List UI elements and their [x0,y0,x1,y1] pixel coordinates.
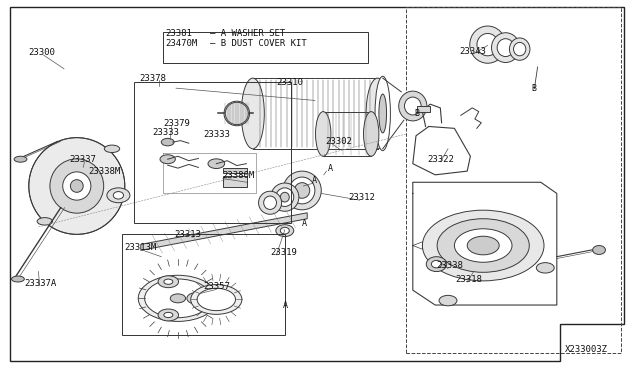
Polygon shape [141,213,307,250]
Ellipse shape [593,246,605,254]
Ellipse shape [399,91,427,121]
Text: 23337: 23337 [69,155,96,164]
Text: 23302: 23302 [325,137,352,146]
Bar [417,106,430,112]
Circle shape [187,292,207,304]
Ellipse shape [294,183,310,198]
Ellipse shape [404,97,421,115]
Text: 23337A: 23337A [24,279,56,288]
Circle shape [158,276,179,288]
Ellipse shape [264,196,276,209]
Circle shape [422,210,544,281]
Circle shape [160,155,175,164]
Text: A: A [283,301,288,310]
Text: 23333: 23333 [152,128,179,137]
Text: 23380M: 23380M [223,171,255,180]
Ellipse shape [379,94,387,133]
Ellipse shape [280,227,289,234]
Text: 23313M: 23313M [125,243,157,252]
Ellipse shape [289,177,315,204]
Circle shape [170,294,186,303]
Text: 23338: 23338 [436,262,463,270]
Ellipse shape [50,159,104,213]
Ellipse shape [259,191,282,214]
Ellipse shape [431,260,442,268]
Text: X233003Z: X233003Z [564,345,607,354]
Text: — A WASHER SET: — A WASHER SET [210,29,285,38]
Text: 23313: 23313 [174,230,201,239]
Ellipse shape [364,112,379,156]
Ellipse shape [241,78,264,149]
Text: 23333: 23333 [204,130,230,139]
Text: A: A [302,219,307,228]
Ellipse shape [276,225,294,237]
Text: 23338M: 23338M [88,167,120,176]
Ellipse shape [276,188,294,206]
Bar [406,7,621,353]
Circle shape [191,285,242,314]
Ellipse shape [316,112,331,156]
Circle shape [197,288,236,311]
Ellipse shape [492,33,520,62]
Text: 23310: 23310 [276,78,303,87]
Bar [223,176,247,187]
Text: 23470M: 23470M [165,39,197,48]
Text: 23357: 23357 [204,282,230,291]
Bar [134,82,291,223]
Text: 23378: 23378 [140,74,166,83]
Text: 23322: 23322 [428,155,454,164]
Ellipse shape [12,276,24,282]
Text: 23312: 23312 [349,193,376,202]
Text: 23381: 23381 [165,29,192,38]
Ellipse shape [470,26,506,63]
Text: 23300: 23300 [29,48,56,57]
Circle shape [145,279,211,318]
Text: — B DUST COVER KIT: — B DUST COVER KIT [210,39,307,48]
Circle shape [164,312,173,318]
Circle shape [193,296,202,301]
Circle shape [158,309,179,321]
Circle shape [439,295,457,306]
Ellipse shape [366,78,389,149]
Text: B: B [531,84,536,93]
Circle shape [161,138,174,146]
Ellipse shape [107,188,130,203]
Text: A: A [328,164,333,173]
Ellipse shape [283,171,321,210]
Ellipse shape [29,138,125,234]
Bar [223,168,247,173]
Ellipse shape [113,192,124,199]
Ellipse shape [375,76,390,151]
Circle shape [536,263,554,273]
Bar [122,234,285,335]
Ellipse shape [280,192,289,202]
Circle shape [467,236,499,255]
Ellipse shape [14,156,27,162]
Bar [163,32,368,63]
Ellipse shape [63,172,91,200]
Ellipse shape [477,33,499,56]
Ellipse shape [513,42,526,56]
Circle shape [138,275,218,321]
Ellipse shape [271,183,299,211]
Text: B: B [415,109,420,118]
Ellipse shape [509,38,530,60]
Text: 23318: 23318 [456,275,483,284]
Circle shape [437,219,529,272]
Ellipse shape [37,218,52,225]
Ellipse shape [497,39,514,57]
Ellipse shape [104,145,120,153]
Circle shape [208,159,225,169]
Ellipse shape [426,257,447,272]
Circle shape [454,229,512,262]
Circle shape [164,279,173,284]
Text: 23319: 23319 [270,248,297,257]
Text: A: A [312,176,317,185]
Text: 23343: 23343 [460,47,486,56]
Ellipse shape [70,180,83,192]
Text: 23379: 23379 [163,119,190,128]
Ellipse shape [225,102,248,125]
